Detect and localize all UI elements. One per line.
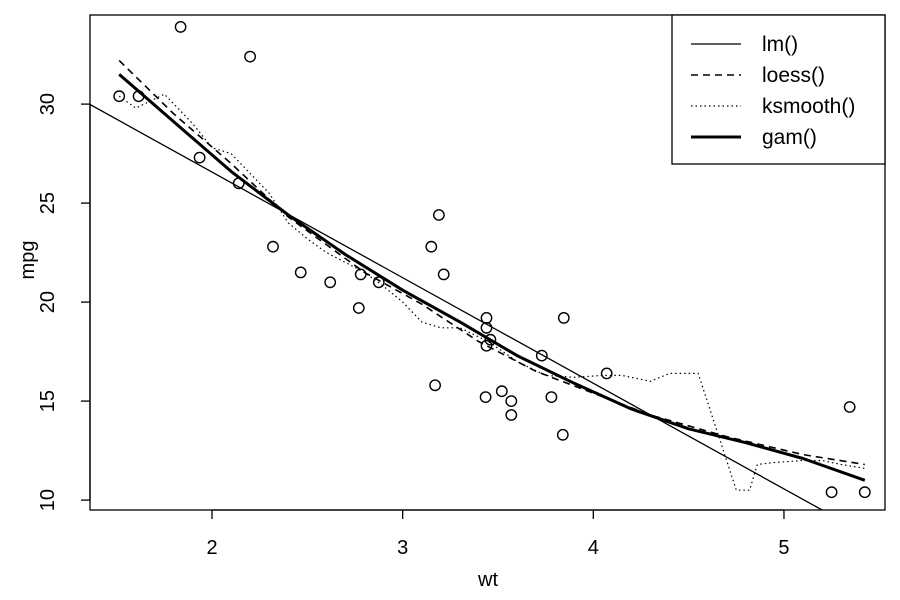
data-point: [559, 313, 569, 323]
data-point: [325, 277, 335, 287]
y-axis: 10 15 20 25 30: [37, 93, 90, 511]
data-point: [296, 267, 306, 277]
data-point: [537, 350, 547, 360]
data-point: [426, 242, 436, 252]
data-point: [602, 368, 612, 378]
data-point: [480, 392, 490, 402]
y-tick-label: 30: [37, 93, 59, 115]
data-point: [194, 152, 204, 162]
x-axis-label: wt: [477, 569, 498, 591]
data-point: [354, 303, 364, 313]
y-tick-label: 15: [37, 390, 59, 412]
x-tick-label: 2: [206, 537, 217, 559]
x-tick-label: 5: [778, 537, 789, 559]
data-point: [268, 242, 278, 252]
legend: lm() loess() ksmooth() gam(): [672, 15, 885, 164]
legend-label-1: loess(): [762, 64, 825, 87]
x-axis: 2 3 4 5: [206, 510, 789, 559]
x-tick-label: 3: [397, 537, 408, 559]
data-point: [439, 269, 449, 279]
y-tick-label: 25: [37, 192, 59, 214]
data-point: [558, 430, 568, 440]
legend-label-3: gam(): [762, 126, 817, 149]
data-point: [860, 487, 870, 497]
data-point: [175, 22, 185, 32]
data-point: [506, 396, 516, 406]
data-point: [356, 269, 366, 279]
x-tick-label: 4: [588, 537, 599, 559]
y-axis-label: mpg: [17, 241, 39, 280]
data-point: [245, 51, 255, 61]
data-point: [434, 210, 444, 220]
y-tick-label: 20: [37, 291, 59, 313]
data-point: [430, 380, 440, 390]
legend-label-0: lm(): [762, 33, 798, 56]
series-line-0: [90, 105, 822, 511]
data-point: [845, 402, 855, 412]
legend-label-2: ksmooth(): [762, 95, 855, 118]
y-tick-label: 10: [37, 489, 59, 511]
data-point: [506, 410, 516, 420]
data-point: [497, 386, 507, 396]
data-point: [546, 392, 556, 402]
data-point: [481, 313, 491, 323]
data-point: [826, 487, 836, 497]
